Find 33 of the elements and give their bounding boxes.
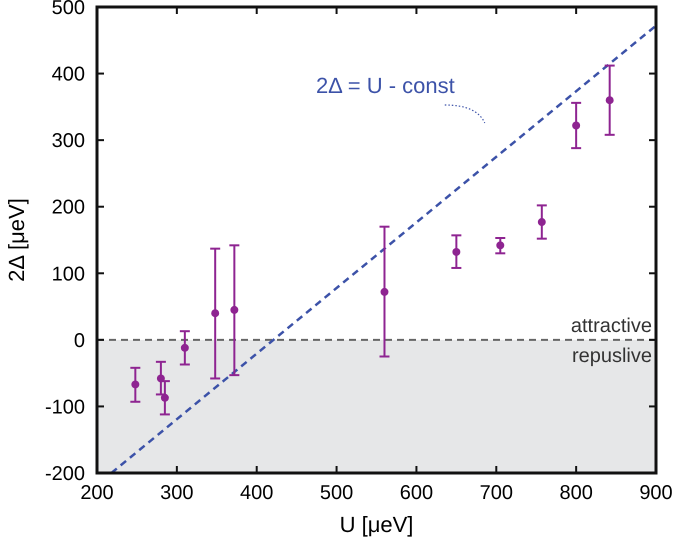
point [230, 306, 238, 314]
point [180, 344, 189, 352]
x-tick-label: 600 [400, 482, 434, 504]
point [380, 288, 388, 296]
x-tick-label: 500 [320, 482, 354, 504]
y-tick-label: 300 [52, 130, 85, 152]
point [452, 248, 460, 256]
point [160, 394, 169, 402]
point [572, 122, 580, 130]
x-tick-label: 800 [559, 482, 593, 504]
point [538, 218, 546, 226]
x-tick-label: 200 [80, 482, 114, 504]
x-axis-title: U [μeV] [340, 512, 414, 537]
ref-line-label: attractive [570, 314, 652, 337]
y-tick-label: -100 [44, 396, 85, 418]
x-tick-label: 400 [240, 482, 274, 504]
x-tick-label: 700 [480, 482, 513, 504]
y-axis-title: 2Δ [μeV] [4, 198, 29, 282]
point [496, 241, 504, 250]
x-tick-label: 900 [639, 482, 673, 504]
y-tick-label: 100 [52, 263, 85, 286]
point [606, 96, 614, 104]
x-tick-label: 300 [160, 482, 194, 504]
band-label: repuslive [572, 344, 652, 367]
point [131, 380, 140, 388]
annotation: 2Δ = U - const [316, 73, 455, 98]
point [156, 374, 165, 382]
y-tick-label: 200 [52, 196, 85, 219]
y-tick-label: 500 [52, 0, 85, 19]
point [211, 309, 220, 318]
y-tick-label: -200 [44, 463, 85, 485]
y-tick-label: 400 [52, 64, 85, 86]
y-tick-label: 0 [74, 330, 85, 352]
